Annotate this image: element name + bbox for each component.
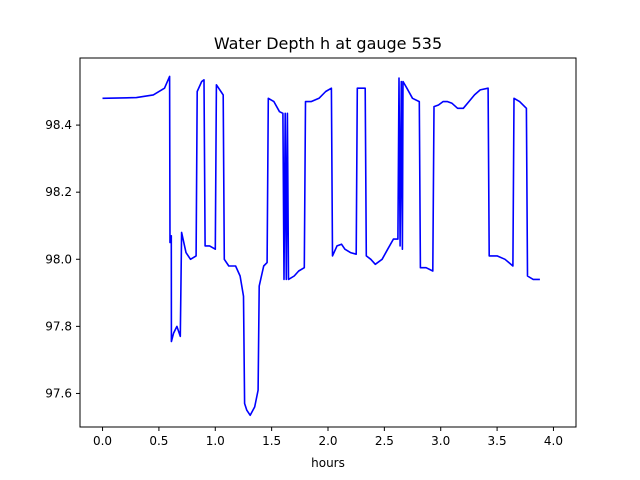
y-tick-label: 98.4 [45,118,72,132]
chart-title: Water Depth h at gauge 535 [214,34,442,53]
y-tick-label: 98.0 [45,252,72,266]
x-tick-label: 3.0 [431,434,450,448]
series-line-0 [102,75,540,417]
x-tick-label: 1.5 [262,434,281,448]
y-tick-label: 97.6 [45,386,72,400]
y-tick-label: 97.8 [45,319,72,333]
x-tick-label: 4.0 [544,434,563,448]
axes-frame [79,57,577,428]
x-tick-label: 0.0 [93,434,112,448]
y-axis: 97.6 97.8 98.0 98.2 98.4 [45,118,80,400]
plot-area [102,75,540,417]
x-tick-label: 2.5 [375,434,394,448]
x-tick-label: 3.5 [488,434,507,448]
x-tick-label: 1.0 [206,434,225,448]
x-axis: 0.0 0.5 1.0 1.5 2.0 2.5 3.0 3.5 4.0 [93,427,563,448]
x-tick-label: 2.0 [318,434,337,448]
x-tick-label: 0.5 [149,434,168,448]
x-axis-label: hours [311,456,345,470]
y-tick-label: 98.2 [45,185,72,199]
